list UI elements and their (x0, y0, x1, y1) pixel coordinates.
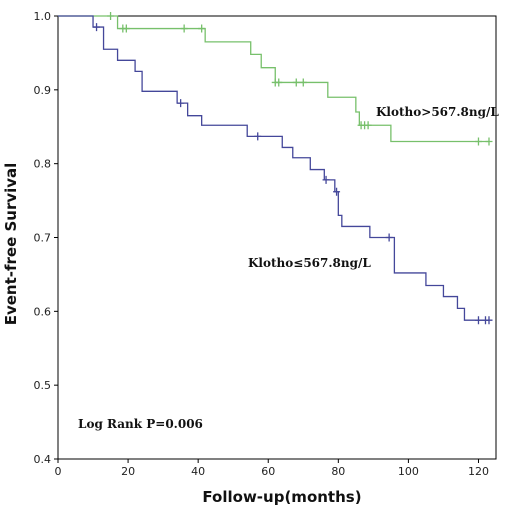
x-tick-label: 120 (468, 465, 489, 478)
x-tick-label: 40 (191, 465, 205, 478)
y-tick-label: 0.8 (34, 158, 52, 171)
censor-mark (485, 137, 493, 146)
y-axis-title: Event-free Survival (2, 163, 20, 326)
censor-mark (322, 175, 330, 184)
y-tick-label: 0.7 (34, 232, 52, 245)
y-tick-label: 0.5 (34, 379, 52, 392)
survival-curve-low (58, 15, 489, 321)
survival-curve-high (58, 15, 489, 143)
censor-mark (198, 24, 206, 33)
censor-mark (385, 233, 393, 242)
x-axis-title: Follow-up(months) (202, 488, 361, 506)
series-label-low: Klotho≤567.8ng/L (248, 256, 371, 270)
y-tick-label: 0.6 (34, 305, 52, 318)
censor-mark (177, 99, 185, 108)
censor-mark (474, 316, 482, 325)
censor-mark (93, 23, 101, 32)
y-axis: 0.4 0.5 0.6 0.7 0.8 0.9 1.0 (34, 10, 58, 466)
y-tick-label: 0.9 (34, 84, 52, 97)
x-axis: 0 20 40 60 80 100 120 (55, 459, 489, 478)
censor-mark (275, 78, 283, 87)
censor-mark (333, 187, 341, 196)
censor-mark (299, 78, 307, 87)
x-tick-label: 80 (331, 465, 345, 478)
censor-mark (254, 132, 262, 141)
censor-mark (292, 78, 300, 87)
censor-mark (180, 24, 188, 33)
x-tick-label: 0 (55, 465, 62, 478)
log-rank-annotation: Log Rank P=0.006 (78, 417, 203, 431)
survival-curves (58, 12, 493, 325)
censor-mark (474, 137, 482, 146)
censor-mark (485, 316, 493, 325)
x-tick-label: 20 (121, 465, 135, 478)
censor-mark (107, 12, 115, 20)
censor-mark (122, 24, 130, 33)
censor-mark (364, 121, 372, 130)
y-tick-label: 1.0 (34, 10, 52, 23)
y-tick-label: 0.4 (34, 453, 52, 466)
series-label-high: Klotho>567.8ng/L (376, 105, 499, 119)
x-tick-label: 100 (398, 465, 419, 478)
x-tick-label: 60 (261, 465, 275, 478)
